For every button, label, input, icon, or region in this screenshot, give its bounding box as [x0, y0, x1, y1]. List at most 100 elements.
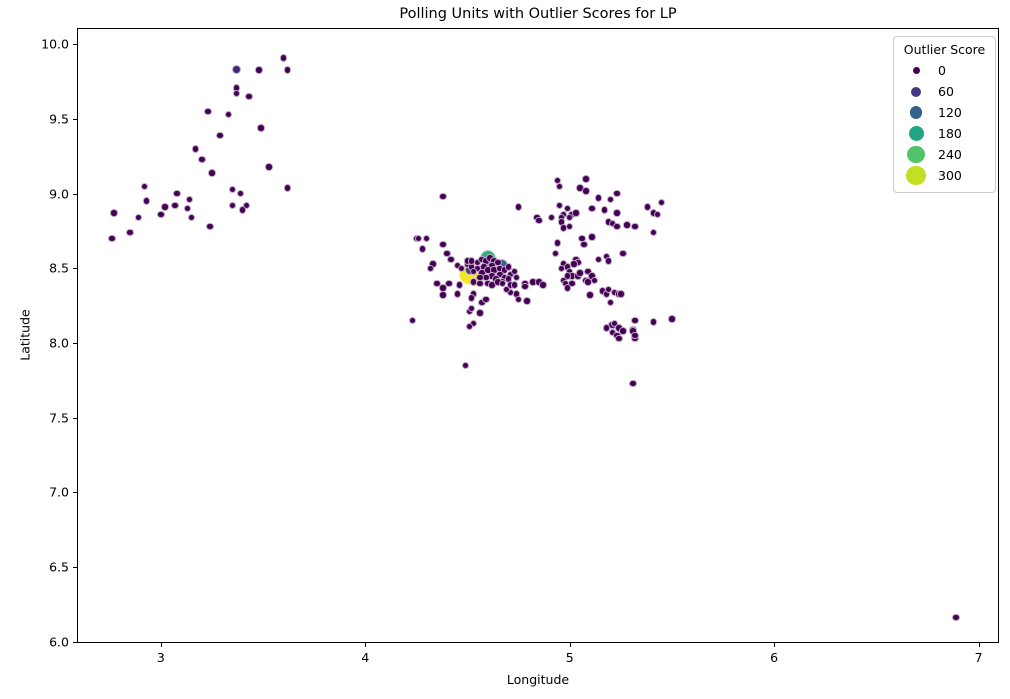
data-point [453, 290, 461, 298]
y-tick-label: 7.5 [49, 410, 69, 426]
data-point [631, 316, 639, 325]
y-axis-tick [73, 417, 77, 419]
data-point [206, 222, 214, 231]
data-point [547, 213, 555, 222]
legend-marker-icon [909, 106, 923, 119]
data-point [171, 201, 179, 210]
data-point [559, 224, 568, 232]
legend-marker-cell [894, 67, 938, 74]
x-axis-tick [978, 643, 980, 647]
data-point [242, 201, 251, 210]
data-point [482, 295, 490, 304]
legend-entry-label: 120 [938, 105, 962, 120]
y-axis-tick [73, 492, 77, 494]
data-point [539, 281, 547, 289]
x-tick-label: 3 [156, 650, 165, 665]
data-point [198, 155, 206, 164]
data-point [588, 204, 596, 213]
data-point [265, 163, 273, 171]
data-point [443, 249, 451, 258]
data-point [433, 279, 441, 287]
data-point [535, 216, 543, 225]
data-point [467, 304, 476, 313]
data-point [602, 324, 611, 332]
data-point [582, 187, 590, 195]
data-point [208, 169, 216, 177]
x-axis-tick [365, 643, 367, 647]
data-point [126, 228, 134, 237]
data-point [183, 204, 192, 213]
data-point [563, 204, 572, 213]
y-axis-tick [73, 566, 77, 568]
data-point [187, 213, 196, 222]
data-point [142, 197, 151, 205]
data-point [572, 209, 580, 217]
data-point [283, 184, 292, 192]
legend-entry-label: 0 [938, 63, 946, 78]
y-axis-tick [73, 119, 77, 121]
data-point [568, 279, 576, 287]
data-point [582, 175, 590, 183]
data-point [631, 331, 639, 340]
data-point [476, 309, 484, 317]
legend-marker-icon [906, 165, 926, 186]
data-point [439, 192, 447, 201]
data-point [439, 291, 447, 299]
legend-entry: 300 [894, 165, 995, 186]
y-tick-label: 9.0 [49, 186, 69, 202]
data-point [588, 233, 596, 241]
data-point [134, 213, 143, 222]
data-point [498, 279, 506, 287]
legend-entry: 240 [894, 144, 995, 165]
data-point [504, 263, 513, 271]
data-point [606, 298, 615, 307]
legend-entry-label: 60 [938, 84, 954, 99]
data-point [600, 206, 609, 214]
y-axis-tick [73, 193, 77, 195]
x-axis-tick [774, 643, 776, 647]
x-axis-tick [160, 643, 162, 647]
data-point [245, 92, 253, 101]
y-tick-label: 6.0 [49, 634, 69, 649]
chart-title: Polling Units with Outlier Scores for LP [399, 6, 677, 22]
data-point [555, 182, 564, 190]
data-point [553, 239, 562, 247]
legend: Outlier Score 0 60 120 180 240 300 [893, 36, 996, 193]
data-point [555, 201, 564, 210]
data-point [476, 279, 484, 287]
y-axis-tick [73, 641, 77, 643]
data-point [617, 290, 625, 298]
data-point [465, 322, 474, 331]
data-point [224, 110, 232, 119]
legend-entry-label: 300 [938, 168, 962, 183]
data-point [952, 613, 960, 622]
data-point [408, 316, 416, 325]
data-point [613, 222, 621, 231]
data-point [232, 89, 241, 98]
data-point [584, 278, 592, 286]
data-point [584, 267, 592, 276]
legend-marker-icon [907, 145, 925, 164]
data-point [231, 65, 241, 75]
x-axis-label: Longitude [506, 672, 570, 687]
data-point [418, 245, 427, 253]
data-point [563, 284, 572, 292]
data-point [502, 285, 511, 293]
y-axis-tick [73, 44, 77, 46]
data-point [279, 54, 288, 62]
data-point [606, 195, 615, 204]
data-point [257, 124, 265, 132]
legend-marker-cell [894, 126, 938, 141]
data-point [521, 282, 529, 290]
data-point [140, 182, 149, 190]
data-point [604, 257, 613, 265]
plot-area [77, 28, 999, 643]
data-point [157, 210, 165, 219]
legend-marker-icon [908, 126, 924, 141]
data-point [629, 379, 637, 387]
legend-entry: 120 [894, 102, 995, 123]
legend-entry: 0 [894, 60, 995, 81]
y-tick-label: 8.5 [49, 260, 69, 276]
data-point [668, 315, 676, 323]
